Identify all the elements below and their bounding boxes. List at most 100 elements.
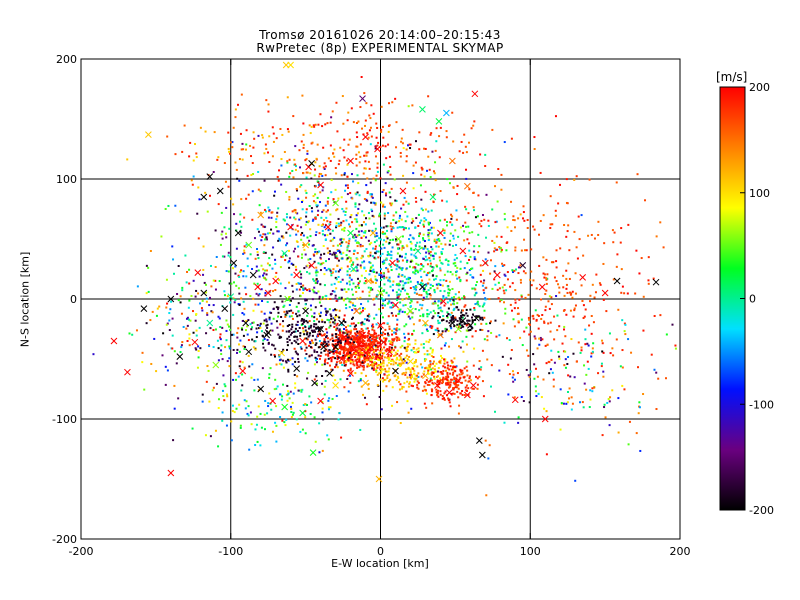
data-point xyxy=(357,182,360,185)
data-point xyxy=(339,146,342,149)
data-point xyxy=(424,208,427,211)
data-point xyxy=(565,201,568,204)
data-point xyxy=(466,369,469,372)
data-point xyxy=(211,311,214,314)
data-point xyxy=(342,228,345,231)
data-point xyxy=(360,323,363,326)
data-point xyxy=(313,320,316,323)
data-point xyxy=(345,200,348,203)
data-point xyxy=(441,372,444,375)
data-point xyxy=(297,353,300,356)
data-point xyxy=(451,287,454,290)
data-point xyxy=(479,153,482,156)
data-point xyxy=(264,233,267,236)
data-point xyxy=(285,216,288,219)
data-point xyxy=(380,247,383,250)
data-point xyxy=(441,395,444,398)
data-point xyxy=(252,173,255,176)
data-point xyxy=(267,342,270,345)
data-point xyxy=(426,293,429,296)
data-point xyxy=(537,314,540,317)
data-point xyxy=(335,351,338,354)
data-point xyxy=(263,244,266,247)
data-point xyxy=(565,402,568,405)
data-point xyxy=(356,212,359,215)
data-point xyxy=(416,281,419,284)
data-point xyxy=(339,351,342,354)
data-point xyxy=(299,217,302,220)
data-point xyxy=(374,247,377,250)
data-point xyxy=(412,286,415,289)
data-point xyxy=(304,299,307,302)
data-point xyxy=(277,311,280,314)
data-point xyxy=(234,161,237,164)
data-point xyxy=(443,362,446,365)
data-point xyxy=(329,269,332,272)
data-point xyxy=(275,226,278,229)
data-point xyxy=(316,280,319,283)
data-point xyxy=(353,250,356,253)
data-point xyxy=(295,341,298,344)
data-point xyxy=(395,121,398,124)
data-point xyxy=(318,297,321,300)
data-point xyxy=(191,183,194,186)
data-point xyxy=(268,376,271,379)
data-point xyxy=(362,322,365,325)
data-point xyxy=(300,238,303,241)
data-point xyxy=(374,346,377,349)
data-point xyxy=(364,223,367,226)
data-point-cross xyxy=(407,307,414,315)
data-point xyxy=(314,123,317,126)
data-point xyxy=(368,355,371,358)
data-point xyxy=(449,271,452,274)
data-point xyxy=(266,412,269,415)
data-point xyxy=(339,243,342,246)
data-point xyxy=(583,382,586,385)
data-point xyxy=(192,175,195,178)
data-point xyxy=(330,274,333,277)
data-point xyxy=(500,248,503,251)
cross-stroke xyxy=(386,348,393,356)
data-point xyxy=(456,266,459,269)
data-point xyxy=(434,370,437,373)
data-point xyxy=(304,416,307,419)
data-point xyxy=(287,368,290,371)
data-point xyxy=(464,221,467,224)
data-point xyxy=(376,348,379,351)
data-point xyxy=(371,270,374,273)
data-point xyxy=(391,238,394,241)
data-point xyxy=(264,251,267,254)
data-point xyxy=(448,345,451,348)
data-point xyxy=(310,354,313,357)
data-point xyxy=(323,267,326,270)
data-point xyxy=(257,294,260,297)
data-point xyxy=(334,333,337,336)
data-point xyxy=(470,327,473,330)
data-point xyxy=(403,275,406,278)
data-point xyxy=(437,314,440,317)
data-point xyxy=(275,363,278,366)
data-point xyxy=(263,272,266,275)
data-point xyxy=(149,319,152,322)
data-point xyxy=(437,282,440,285)
data-point xyxy=(428,293,431,296)
data-point xyxy=(500,235,503,238)
data-point xyxy=(352,263,355,266)
data-point xyxy=(442,279,445,282)
data-point xyxy=(390,363,393,366)
data-point xyxy=(301,322,304,325)
data-point xyxy=(343,350,346,353)
data-point xyxy=(426,312,429,315)
data-point xyxy=(398,359,401,362)
data-point xyxy=(172,258,175,261)
data-point xyxy=(407,276,410,279)
data-point xyxy=(366,339,369,342)
data-point xyxy=(459,369,462,372)
data-point xyxy=(381,348,384,351)
data-point xyxy=(334,256,337,259)
data-point xyxy=(355,241,358,244)
data-point xyxy=(375,297,378,300)
data-point xyxy=(220,211,223,214)
data-point xyxy=(300,276,303,279)
data-point xyxy=(410,299,413,302)
